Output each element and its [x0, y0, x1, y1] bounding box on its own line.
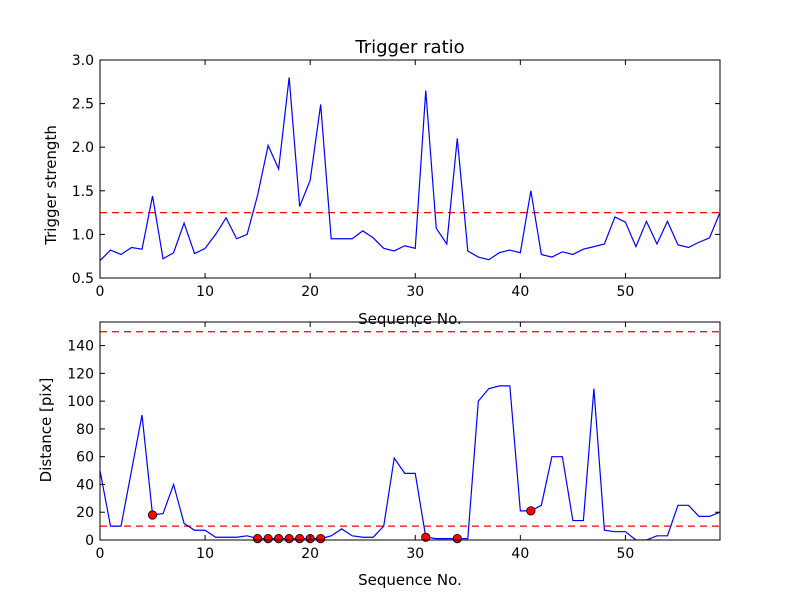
data-point-marker — [421, 532, 431, 542]
y-tick-label: 1.5 — [72, 184, 94, 200]
x-tick-label: 40 — [511, 284, 529, 300]
x-tick-label: 0 — [96, 546, 105, 562]
data-point-marker — [274, 534, 284, 544]
y-tick-label: 1.0 — [72, 227, 94, 243]
data-point-marker — [295, 534, 305, 544]
data-point-marker — [284, 534, 294, 544]
chart-panel-trigger-ratio: 0 10 20 30 40 50 0.5 1.0 1.5 2.0 2.5 3.0 — [72, 53, 721, 300]
y-tick-label: 140 — [67, 339, 94, 355]
y-tick-label: 3.0 — [72, 53, 94, 69]
plot-frame — [99, 59, 721, 279]
y-tick-label: 60 — [76, 450, 94, 466]
y-axis-label-bottom: Distance [pix] — [37, 378, 55, 483]
y-tick-label: 120 — [67, 366, 94, 382]
series-line — [100, 385, 720, 540]
x-tick-label: 10 — [196, 546, 214, 562]
x-tick-label: 20 — [301, 284, 319, 300]
x-tick-label: 50 — [617, 546, 635, 562]
chart-panel-distance: 0 10 20 30 40 50 0 20 40 60 80 100 120 140 — [67, 321, 721, 562]
x-tick-label: 30 — [406, 546, 424, 562]
x-axis-label-bottom: Sequence No. — [358, 571, 462, 589]
chart-title: Trigger ratio — [354, 37, 464, 58]
y-tick-label: 20 — [76, 505, 94, 521]
x-axis-label-top: Sequence No. — [358, 310, 462, 328]
data-point-marker — [147, 510, 158, 520]
x-tick-label: 50 — [617, 284, 635, 300]
y-tick-label: 2.0 — [72, 140, 94, 156]
x-tick-label: 10 — [196, 284, 214, 300]
y-tick-label: 100 — [67, 394, 94, 410]
series-line — [100, 77, 720, 261]
data-point-marker — [316, 534, 326, 544]
x-tick-label: 30 — [406, 284, 424, 300]
data-point-marker — [526, 506, 536, 516]
y-tick-label: 40 — [76, 477, 94, 493]
y-tick-label: 0 — [85, 533, 94, 549]
x-tick-label: 40 — [511, 546, 529, 562]
y-tick-label: 0.5 — [72, 271, 94, 287]
data-point-marker — [452, 534, 462, 544]
data-point-marker — [253, 534, 263, 544]
x-tick-label: 20 — [301, 546, 319, 562]
y-axis-label-top: Trigger strength — [42, 125, 60, 246]
y-tick-label: 80 — [76, 422, 94, 438]
x-tick-label: 0 — [96, 284, 105, 300]
data-point-marker — [263, 534, 273, 544]
plot-frame — [99, 321, 721, 541]
y-tick-label: 2.5 — [72, 97, 94, 113]
